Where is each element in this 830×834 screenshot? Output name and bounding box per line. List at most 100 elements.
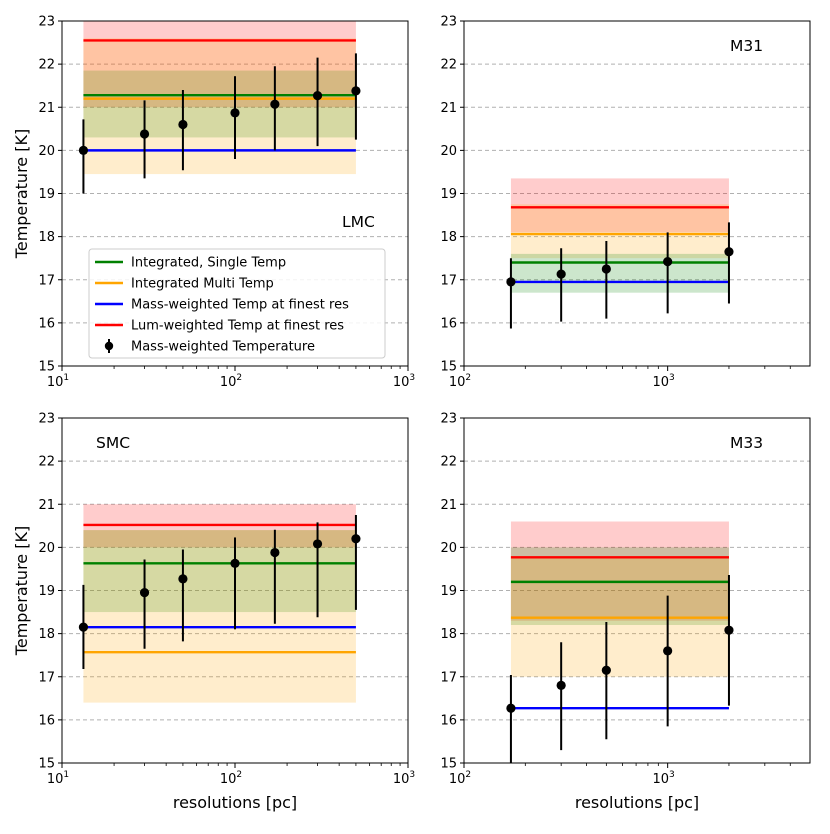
x-axis-label: resolutions [pc] <box>575 793 699 812</box>
band-integrated-multi-temp <box>83 530 356 703</box>
data-point <box>312 91 323 101</box>
data-point <box>230 108 240 118</box>
legend-frame <box>88 248 386 359</box>
y-tick-label: 17 <box>440 670 457 685</box>
band-integrated-multi-temp <box>510 204 729 259</box>
y-tick-label: 21 <box>440 101 457 116</box>
plot-area <box>62 418 408 763</box>
data-point <box>351 86 361 96</box>
y-tick-label: 18 <box>38 627 55 642</box>
y-tick-label: 19 <box>440 187 457 202</box>
y-tick-label: 21 <box>38 101 55 116</box>
data-point <box>663 257 673 267</box>
y-tick-label: 22 <box>440 455 457 470</box>
x-tick-label: 103 <box>393 770 415 787</box>
data-point <box>312 539 323 549</box>
x-tick-base: 10 <box>47 375 64 390</box>
legend-label: Integrated Multi Temp <box>131 277 274 292</box>
data-point <box>506 703 516 713</box>
y-tick-label: 18 <box>38 230 55 245</box>
data-point <box>270 99 280 109</box>
data-point <box>724 247 734 257</box>
y-tick-label: 20 <box>38 144 55 159</box>
band-integrated-single-temp <box>83 530 356 613</box>
y-tick-label: 15 <box>38 757 55 772</box>
y-tick-label: 19 <box>440 584 457 599</box>
x-tick-exp: 3 <box>669 373 675 383</box>
band-integrated-single-temp <box>510 547 729 625</box>
y-tick-label: 22 <box>38 58 55 73</box>
y-tick-label: 20 <box>440 541 457 556</box>
data-point <box>78 145 89 155</box>
y-tick-label: 17 <box>440 273 457 288</box>
y-tick-label: 20 <box>440 144 457 159</box>
band-integrated-multi-temp <box>83 38 356 175</box>
x-tick-exp: 1 <box>63 770 69 780</box>
x-axis-label: resolutions [pc] <box>173 793 297 812</box>
data-point <box>601 264 611 274</box>
x-tick-base: 10 <box>653 375 670 390</box>
y-tick-label: 15 <box>440 757 457 772</box>
y-tick-label: 23 <box>440 15 457 30</box>
y-tick-label: 16 <box>440 316 457 331</box>
y-tick-label: 17 <box>38 670 55 685</box>
x-tick-label: 101 <box>47 770 69 787</box>
y-tick-label: 18 <box>440 627 457 642</box>
x-tick-exp: 3 <box>409 373 415 383</box>
x-tick-label: 102 <box>220 373 242 390</box>
plot-area <box>464 21 810 366</box>
x-tick-exp: 2 <box>236 770 242 780</box>
y-tick-label: 23 <box>440 412 457 427</box>
panel-label: M33 <box>730 434 763 452</box>
band-integrated-single-temp <box>510 253 729 293</box>
y-tick-label: 17 <box>38 273 55 288</box>
legend: Integrated, Single Temp Integrated Multi … <box>88 248 386 359</box>
legend-label: Mass-weighted Temp at finest res <box>131 298 349 313</box>
data-point <box>556 680 566 690</box>
x-tick-exp: 3 <box>409 770 415 780</box>
y-tick-label: 20 <box>38 541 55 556</box>
x-tick-exp: 2 <box>465 770 471 780</box>
panel-label: M31 <box>730 37 763 55</box>
x-tick-base: 10 <box>653 772 670 787</box>
x-tick-label: 101 <box>47 373 69 390</box>
x-tick-label: 102 <box>449 770 471 787</box>
x-tick-base: 10 <box>449 772 466 787</box>
band-integrated-multi-temp <box>510 556 729 677</box>
data-point <box>230 558 240 568</box>
data-point <box>351 534 361 544</box>
band-lum-weighted-temp-at-finest-res <box>83 21 356 108</box>
data-point <box>724 625 734 635</box>
x-tick-label: 103 <box>653 373 675 390</box>
x-tick-exp: 3 <box>669 770 675 780</box>
y-tick-label: 18 <box>440 230 457 245</box>
x-tick-base: 10 <box>220 375 237 390</box>
legend-label: Lum-weighted Temp at finest res <box>131 319 344 334</box>
y-tick-label: 19 <box>38 187 55 202</box>
panel-label: LMC <box>342 213 375 231</box>
x-tick-base: 10 <box>220 772 237 787</box>
y-tick-label: 15 <box>440 360 457 375</box>
panel-label: SMC <box>96 434 130 452</box>
legend-label: Mass-weighted Temperature <box>131 340 315 355</box>
legend-label: Integrated, Single Temp <box>131 256 286 271</box>
band-integrated-single-temp <box>83 70 356 138</box>
data-point <box>506 277 516 287</box>
data-point <box>178 574 188 584</box>
data-point <box>139 588 150 598</box>
y-tick-label: 23 <box>38 412 55 427</box>
data-point <box>270 547 280 558</box>
x-tick-base: 10 <box>449 375 466 390</box>
band-lum-weighted-temp-at-finest-res <box>510 178 729 233</box>
y-tick-label: 16 <box>440 713 457 728</box>
x-tick-base: 10 <box>393 772 410 787</box>
x-tick-exp: 2 <box>465 373 471 383</box>
data-point <box>601 665 611 675</box>
y-tick-label: 21 <box>440 498 457 513</box>
band-lum-weighted-temp-at-finest-res <box>510 521 729 621</box>
